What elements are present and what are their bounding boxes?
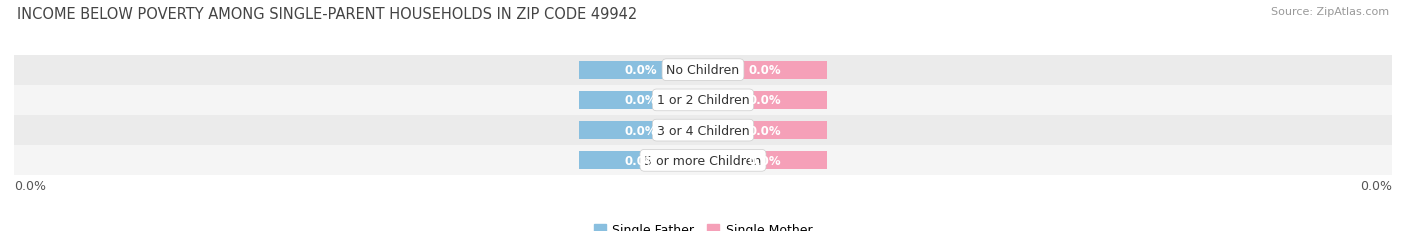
Bar <box>14 55 1392 85</box>
Bar <box>703 122 827 140</box>
Bar <box>579 61 703 79</box>
Bar <box>579 122 703 140</box>
Bar <box>14 116 1392 146</box>
Text: No Children: No Children <box>666 64 740 77</box>
Text: 0.0%: 0.0% <box>748 94 782 107</box>
Bar <box>579 91 703 109</box>
Text: 0.0%: 0.0% <box>748 154 782 167</box>
Text: Source: ZipAtlas.com: Source: ZipAtlas.com <box>1271 7 1389 17</box>
Text: 0.0%: 0.0% <box>14 179 46 192</box>
Bar <box>703 152 827 170</box>
Bar <box>703 61 827 79</box>
Text: 0.0%: 0.0% <box>748 64 782 77</box>
Text: 0.0%: 0.0% <box>624 124 658 137</box>
Bar <box>579 152 703 170</box>
Bar <box>14 146 1392 176</box>
Bar <box>703 91 827 109</box>
Text: 5 or more Children: 5 or more Children <box>644 154 762 167</box>
Text: 0.0%: 0.0% <box>624 154 658 167</box>
Text: 0.0%: 0.0% <box>624 94 658 107</box>
Text: 3 or 4 Children: 3 or 4 Children <box>657 124 749 137</box>
Text: INCOME BELOW POVERTY AMONG SINGLE-PARENT HOUSEHOLDS IN ZIP CODE 49942: INCOME BELOW POVERTY AMONG SINGLE-PARENT… <box>17 7 637 22</box>
Bar <box>14 85 1392 116</box>
Text: 0.0%: 0.0% <box>748 124 782 137</box>
Text: 0.0%: 0.0% <box>1360 179 1392 192</box>
Legend: Single Father, Single Mother: Single Father, Single Mother <box>589 218 817 231</box>
Text: 0.0%: 0.0% <box>624 64 658 77</box>
Text: 1 or 2 Children: 1 or 2 Children <box>657 94 749 107</box>
